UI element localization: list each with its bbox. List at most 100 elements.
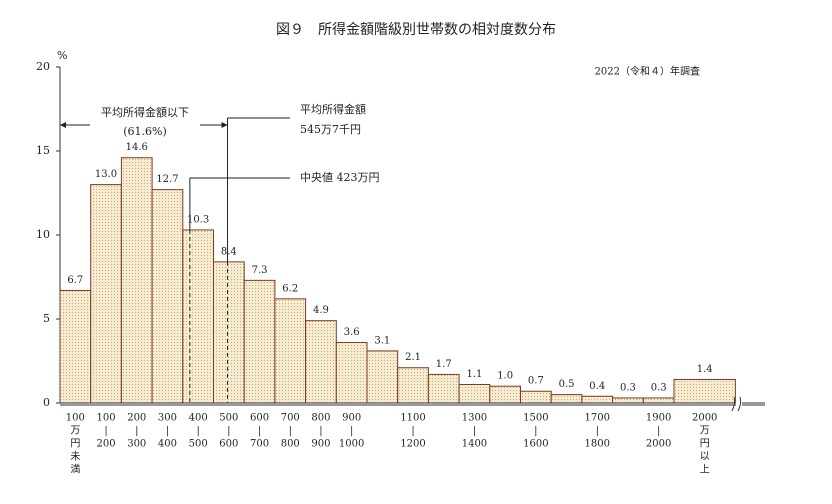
bar bbox=[397, 367, 429, 404]
x-tick-label: | bbox=[166, 426, 169, 437]
x-tick-label: 800 bbox=[281, 439, 300, 450]
bar bbox=[489, 385, 521, 404]
bar bbox=[642, 397, 675, 404]
value-label: 1.0 bbox=[497, 371, 513, 382]
x-tick-label: 300 bbox=[158, 413, 177, 424]
bar bbox=[520, 390, 552, 404]
x-tick-label: 500 bbox=[189, 439, 208, 450]
x-tick-label: | bbox=[473, 426, 476, 437]
x-tick-label: 200 bbox=[97, 439, 116, 450]
x-tick-label: 2000 bbox=[646, 439, 671, 450]
marker-label: 平均所得金額 bbox=[300, 102, 366, 116]
y-tick-label: 10 bbox=[36, 228, 50, 241]
value-label: 0.7 bbox=[528, 376, 544, 387]
bar bbox=[274, 298, 307, 404]
value-label: 10.3 bbox=[187, 214, 209, 225]
bar bbox=[120, 157, 153, 404]
x-tick-label: 1100 bbox=[400, 413, 425, 424]
below-mean-label: 平均所得金額以下 bbox=[101, 105, 189, 119]
marker-label: 中央値 423万円 bbox=[300, 171, 380, 184]
value-label: 1.4 bbox=[697, 364, 713, 375]
x-tick-label: 100 bbox=[66, 413, 85, 424]
x-tick-label: 700 bbox=[281, 413, 300, 424]
bar bbox=[550, 394, 583, 404]
x-tick-label: | bbox=[135, 426, 138, 437]
bar bbox=[581, 395, 614, 404]
x-tick-label: | bbox=[289, 426, 292, 437]
x-tick-label: 円 bbox=[70, 439, 80, 450]
bar bbox=[213, 261, 245, 404]
value-label: 1.7 bbox=[436, 359, 452, 370]
value-label: 0.5 bbox=[559, 379, 575, 390]
x-tick-label: 2000 bbox=[692, 413, 717, 424]
y-tick-label: 5 bbox=[43, 312, 50, 325]
x-tick-label: 900 bbox=[311, 439, 330, 450]
x-tick-label: 万 bbox=[70, 426, 80, 437]
x-tick-label: | bbox=[196, 426, 199, 437]
chart-title: 図９ 所得金額階級別世帯数の相対度数分布 bbox=[276, 21, 556, 38]
note: 2022（令和４）年調査 bbox=[595, 65, 700, 78]
x-tick-label: 1000 bbox=[339, 439, 364, 450]
bar bbox=[243, 279, 276, 404]
x-tick-label: 1300 bbox=[462, 413, 487, 424]
x-tick-label: 600 bbox=[250, 413, 269, 424]
x-tick-label: 1900 bbox=[646, 413, 671, 424]
value-label: 6.2 bbox=[282, 283, 298, 294]
bar bbox=[305, 320, 337, 404]
value-label: 14.6 bbox=[126, 142, 148, 153]
marker-label: 545万7千円 bbox=[300, 123, 361, 136]
x-tick-label: 400 bbox=[189, 413, 208, 424]
x-tick-label: 100 bbox=[97, 413, 116, 424]
value-label: 0.3 bbox=[620, 382, 636, 393]
x-tick-label: | bbox=[534, 426, 537, 437]
x-tick-label: 700 bbox=[250, 439, 269, 450]
y-tick-label: 15 bbox=[36, 144, 50, 157]
value-label: 6.7 bbox=[67, 275, 83, 286]
axis-break bbox=[731, 396, 742, 412]
bar bbox=[427, 373, 460, 404]
y-tick-label: 0 bbox=[43, 396, 50, 409]
bar bbox=[612, 397, 644, 404]
value-label: 2.1 bbox=[405, 352, 421, 363]
value-label: 12.7 bbox=[156, 174, 178, 185]
bar bbox=[182, 229, 215, 404]
x-tick-label: | bbox=[258, 426, 261, 437]
bar bbox=[59, 289, 92, 404]
x-tick-label: | bbox=[350, 426, 353, 437]
x-tick-label: 800 bbox=[311, 413, 330, 424]
x-tick-label: | bbox=[319, 426, 322, 437]
x-tick-label: 200 bbox=[127, 413, 146, 424]
value-label: 3.6 bbox=[344, 327, 360, 338]
value-label: 0.3 bbox=[651, 382, 667, 393]
x-tick-label: 未 bbox=[70, 451, 80, 463]
x-tick-label: 900 bbox=[342, 413, 361, 424]
y-unit: % bbox=[57, 49, 67, 62]
bar bbox=[335, 342, 368, 404]
value-label: 4.9 bbox=[313, 305, 329, 316]
value-label: 1.1 bbox=[466, 369, 482, 380]
axis-break-gap bbox=[736, 397, 742, 411]
x-tick-label: | bbox=[227, 426, 230, 437]
x-tick-label: 1700 bbox=[585, 413, 610, 424]
x-tick-label: 1200 bbox=[400, 439, 425, 450]
x-tick-label: 1500 bbox=[523, 413, 548, 424]
x-tick-label: | bbox=[104, 426, 107, 437]
below-mean-share: (61.6%) bbox=[123, 125, 167, 138]
x-tick-label: | bbox=[596, 426, 599, 437]
x-tick-label: 1600 bbox=[523, 439, 548, 450]
x-tick-label: 600 bbox=[219, 439, 238, 450]
bar bbox=[90, 184, 122, 404]
x-tick-label: 以 bbox=[700, 452, 710, 463]
x-tick-label: 1800 bbox=[585, 439, 610, 450]
bar bbox=[458, 384, 491, 404]
value-label: 7.3 bbox=[252, 265, 268, 276]
x-tick-label: 上 bbox=[700, 464, 710, 476]
value-label: 8.4 bbox=[221, 246, 237, 257]
x-tick-label: | bbox=[411, 426, 414, 437]
y-tick-label: 20 bbox=[36, 60, 50, 73]
x-tick-label: 円 bbox=[700, 439, 710, 450]
x-tick-label: 300 bbox=[127, 439, 146, 450]
value-label: 0.4 bbox=[589, 381, 605, 392]
x-tick-label: | bbox=[657, 426, 660, 437]
